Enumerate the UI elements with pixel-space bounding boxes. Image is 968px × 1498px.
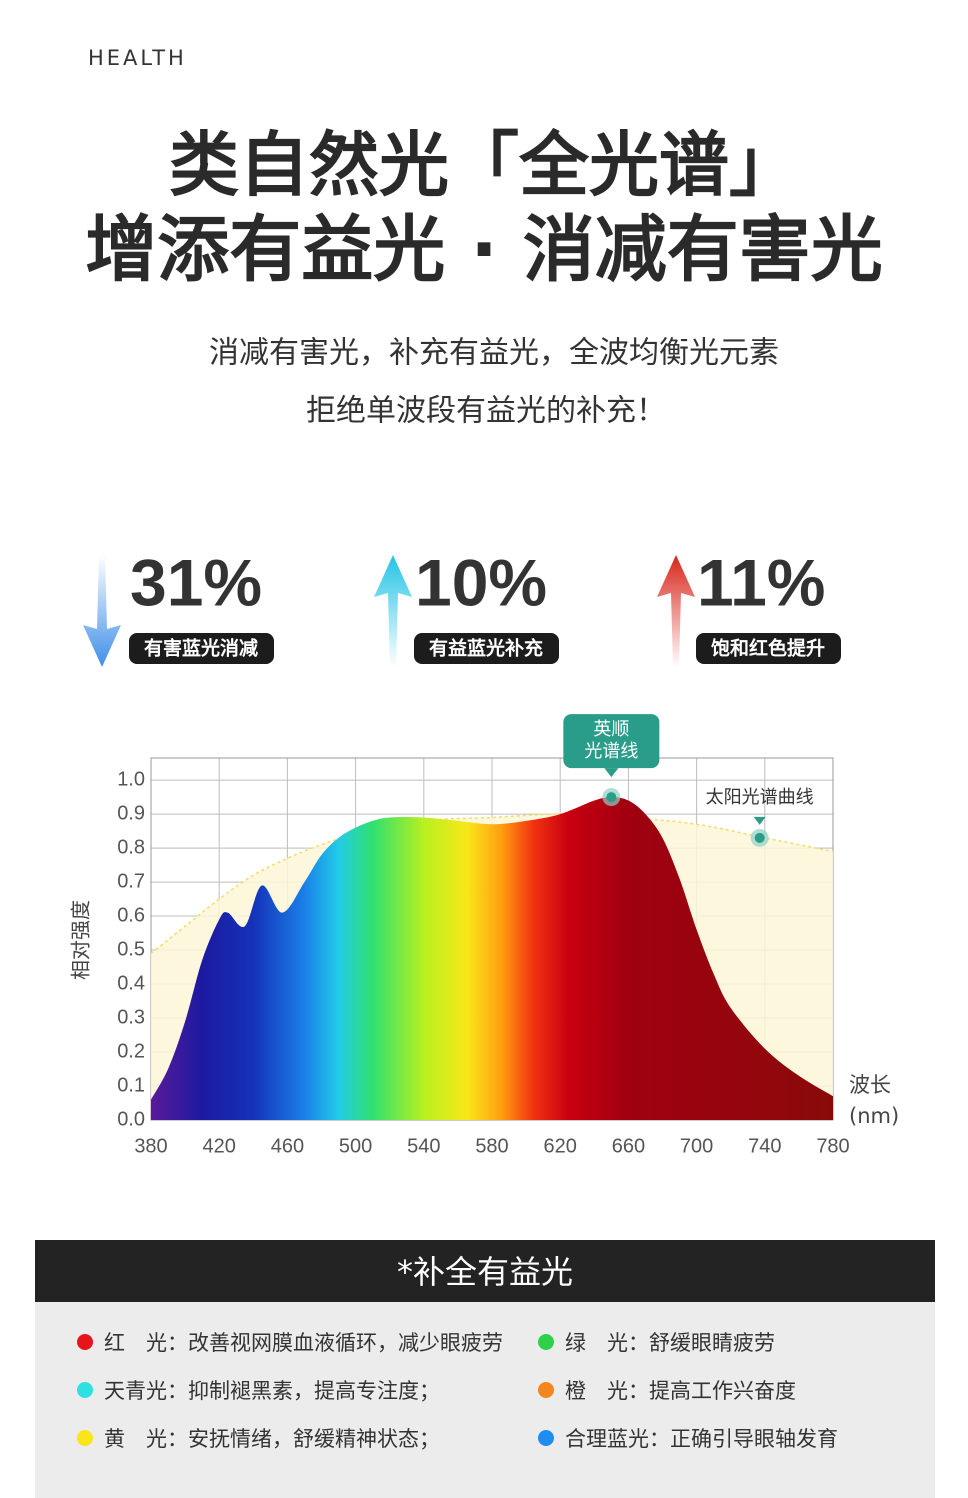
x-tick-label: 660 [612, 1135, 645, 1157]
x-tick-label: 460 [271, 1135, 304, 1157]
stat-pill [129, 633, 274, 664]
y-tick-label: 0.1 [117, 1074, 145, 1096]
item-text: 舒缓眼睛疲劳 [649, 1330, 775, 1355]
x-tick-label: 780 [816, 1135, 849, 1157]
annotation-text: 太阳光谱曲线 [706, 787, 814, 808]
y-tick-label: 0.6 [117, 904, 145, 926]
item-label: 黄 光： [104, 1426, 188, 1451]
panel-title: *补全有益光 [35, 1240, 935, 1302]
benefit-item: 绿 光： 舒缓眼睛疲劳 [538, 1328, 935, 1355]
color-dot [538, 1333, 554, 1350]
arrow [83, 555, 121, 667]
subtitle: 拒绝单波段有益光的补充！ [306, 394, 666, 429]
annotation-bubble [563, 714, 660, 769]
y-tick-label: 0.3 [117, 1006, 145, 1028]
info-panel: *补全有益光 红 光： 改善视网膜血液循环，减少眼疲劳绿 光： 舒缓眼睛疲劳 天青光：… [35, 1240, 935, 1498]
item-text: 改善视网膜血液循环，减少眼疲劳 [188, 1330, 503, 1355]
color-dot [538, 1381, 554, 1398]
item-label: 合理蓝光： [565, 1426, 670, 1451]
x-tick-label: 580 [475, 1135, 508, 1157]
stat-value: 10% [415, 545, 547, 619]
x-tick-label: 740 [748, 1135, 781, 1157]
item-list: 红 光： 改善视网膜血液循环，减少眼疲劳绿 光： 舒缓眼睛疲劳 天青光： 抑制褪黑素，提… [35, 1302, 935, 1451]
annotation-pointer [604, 768, 619, 778]
y-tick-label: 0.2 [117, 1040, 145, 1062]
annotation-pointer [753, 816, 766, 825]
color-dot [77, 1381, 93, 1398]
benefit-item: 黄 光： 安抚情绪，舒缓精神状态； [35, 1424, 538, 1451]
item-text: 提高工作兴奋度 [649, 1378, 796, 1403]
y-tick-label: 0.9 [117, 802, 145, 824]
stat-label: 饱和红色提升 [711, 637, 825, 660]
item-text: 正确引导眼轴发育 [670, 1426, 838, 1451]
annotation-text: 光谱线 [584, 741, 638, 762]
y-tick-label: 0.8 [117, 836, 145, 858]
stat-pill [696, 633, 841, 664]
color-dot [77, 1333, 93, 1350]
eyebrow: HEALTH [88, 46, 187, 70]
stat-label: 有害蓝光消减 [144, 637, 258, 660]
x-axis-label: 波长 [849, 1073, 891, 1097]
y-tick-label: 0.4 [117, 972, 145, 994]
benefit-item: 红 光： 改善视网膜血液循环，减少眼疲劳 [35, 1328, 538, 1355]
stat-label: 有益蓝光补充 [429, 637, 543, 660]
arrow [374, 555, 412, 667]
y-tick-label: 1.0 [117, 768, 145, 790]
x-tick-label: 380 [134, 1135, 167, 1157]
y-tick-label: 0.0 [117, 1108, 145, 1130]
area [151, 797, 833, 1120]
item-label: 橙 光： [565, 1378, 649, 1403]
subtitle: 消减有害光，补充有益光，全波均衡光元素 [209, 336, 779, 371]
benefit-item: 合理蓝光： 正确引导眼轴发育 [538, 1424, 935, 1451]
title: 增添有益光 · 消减有害光 [85, 208, 883, 292]
item-text: 抑制褪黑素，提高专注度； [188, 1378, 440, 1403]
y-tick-label: 0.7 [117, 870, 145, 892]
annotation-text: 英顺 [593, 719, 629, 740]
stat-value: 11% [697, 545, 825, 619]
benefit-item: 天青光： 抑制褪黑素，提高专注度； [35, 1376, 538, 1403]
color-dot [77, 1429, 93, 1446]
x-axis-label: (nm) [849, 1104, 899, 1128]
y-tick-label: 0.5 [117, 938, 145, 960]
x-tick-label: 420 [203, 1135, 236, 1157]
x-tick-label: 540 [407, 1135, 440, 1157]
annotation-dot [606, 792, 617, 803]
annotation-dot [754, 832, 765, 843]
arrow [657, 555, 695, 667]
stat-pill [414, 633, 559, 664]
item-label: 红 光： [104, 1330, 188, 1355]
item-label: 绿 光： [565, 1330, 649, 1355]
x-tick-label: 620 [544, 1135, 577, 1157]
x-tick-label: 700 [680, 1135, 713, 1157]
x-tick-label: 500 [339, 1135, 372, 1157]
item-text: 安抚情绪，舒缓精神状态； [188, 1426, 440, 1451]
stat-value: 31% [130, 545, 262, 619]
item-label: 天青光： [104, 1378, 188, 1403]
y-axis-label: 相对强度 [69, 900, 93, 980]
title: 类自然光「全光谱」 [169, 124, 799, 206]
page-graphics: HEALTH 类自然光「全光谱」 增添有益光 · 消减有害光 消减有害光，补充有… [69, 46, 900, 1157]
color-dot [538, 1429, 554, 1446]
benefit-item: 橙 光： 提高工作兴奋度 [538, 1376, 935, 1403]
